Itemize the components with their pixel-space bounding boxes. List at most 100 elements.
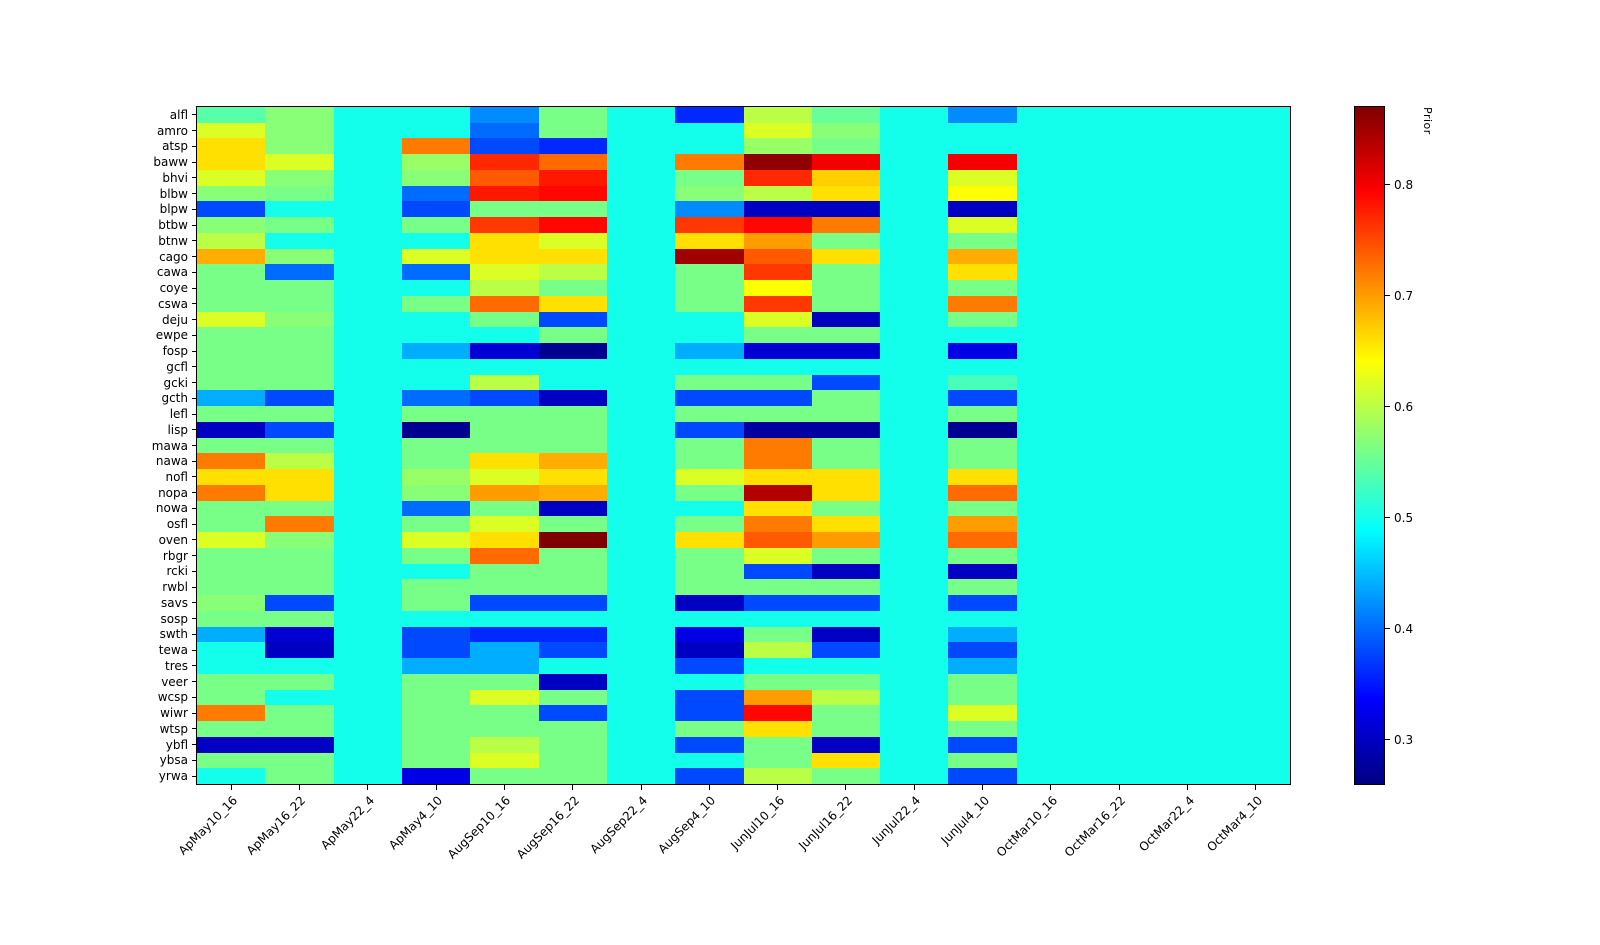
heatmap-cell <box>606 516 676 533</box>
heatmap-cell <box>1221 343 1290 359</box>
colorbar-tick-mark <box>1385 739 1390 741</box>
heatmap-cell <box>675 138 744 155</box>
heatmap-cell <box>538 374 607 391</box>
y-tick-label: bhvi <box>162 170 188 185</box>
heatmap-cell <box>1085 500 1154 517</box>
y-tick-label: lefl <box>169 407 188 421</box>
heatmap-cell <box>1085 201 1154 218</box>
y-tick-mark <box>192 429 197 431</box>
heatmap-cell <box>333 752 402 769</box>
heatmap-cell <box>1016 138 1086 155</box>
y-tick-mark <box>192 492 197 494</box>
heatmap-cell <box>743 610 812 627</box>
heatmap-cell <box>811 532 881 548</box>
heatmap-cell <box>197 295 266 312</box>
colorbar-tick-label: 0.4 <box>1394 621 1414 636</box>
heatmap-cell <box>197 516 266 533</box>
heatmap-cell <box>1153 563 1222 580</box>
heatmap-cell <box>811 311 881 328</box>
heatmap-cell <box>470 295 539 312</box>
heatmap-cell <box>333 185 402 202</box>
x-tick-mark <box>1255 785 1257 790</box>
y-tick-label: wiwr <box>160 706 188 721</box>
heatmap-cell <box>1085 673 1154 690</box>
heatmap-cell <box>1221 547 1290 564</box>
heatmap-cell <box>880 437 949 454</box>
heatmap-cell <box>538 421 607 438</box>
heatmap-cell <box>1016 579 1086 596</box>
heatmap-cell <box>538 295 607 312</box>
heatmap-cell <box>265 311 334 328</box>
heatmap-cell <box>1153 437 1222 454</box>
heatmap-cell <box>401 327 471 344</box>
heatmap-cell <box>948 500 1017 517</box>
y-tick-mark <box>192 712 197 714</box>
heatmap-cell <box>880 169 949 186</box>
heatmap-cell <box>401 390 471 407</box>
heatmap-cell <box>606 532 676 548</box>
heatmap-cell <box>538 232 607 249</box>
heatmap-cell <box>1221 406 1290 422</box>
y-tick-label: rcki <box>166 564 188 579</box>
heatmap-cell <box>197 563 266 580</box>
heatmap-cell <box>265 532 334 548</box>
heatmap-cell <box>948 768 1017 784</box>
heatmap-cell <box>265 658 334 674</box>
heatmap-cell <box>333 358 402 375</box>
heatmap-cell <box>470 390 539 407</box>
x-tick-label: OctMar16_22 <box>1061 793 1129 860</box>
heatmap-cell <box>811 406 881 422</box>
heatmap-cell <box>333 563 402 580</box>
heatmap-cell <box>401 374 471 391</box>
heatmap-cell <box>811 264 881 281</box>
heatmap-cell <box>1221 642 1290 659</box>
heatmap-cell <box>197 469 266 485</box>
x-tick-mark <box>1187 785 1189 790</box>
heatmap-cell <box>470 248 539 265</box>
heatmap-cell <box>606 626 676 643</box>
heatmap-cell <box>675 154 744 170</box>
heatmap-cell <box>811 453 881 470</box>
heatmap-cell <box>401 107 471 123</box>
heatmap-cell <box>1153 768 1222 784</box>
heatmap-cell <box>880 406 949 422</box>
colorbar-tick-label: 0.5 <box>1394 510 1414 525</box>
heatmap-cell <box>811 374 881 391</box>
heatmap-cell <box>333 280 402 296</box>
heatmap-cell <box>880 673 949 690</box>
heatmap-cell <box>401 453 471 470</box>
heatmap-cell <box>401 516 471 533</box>
heatmap-cell <box>1153 752 1222 769</box>
y-tick-label: baww <box>153 155 188 170</box>
heatmap-cell <box>606 595 676 611</box>
heatmap-cell <box>1016 532 1086 548</box>
heatmap-cell <box>675 358 744 375</box>
heatmap-cell <box>606 484 676 501</box>
heatmap-cell <box>538 610 607 627</box>
heatmap-cell <box>1221 138 1290 155</box>
heatmap-cell <box>811 232 881 249</box>
heatmap-cell <box>675 484 744 501</box>
heatmap-cell <box>333 532 402 548</box>
heatmap-cell <box>1153 705 1222 722</box>
heatmap-cell <box>1221 201 1290 218</box>
heatmap-cell <box>1016 311 1086 328</box>
heatmap-cell <box>675 453 744 470</box>
y-tick-mark <box>192 114 197 116</box>
heatmap-cell <box>197 374 266 391</box>
heatmap-cell <box>743 107 812 123</box>
heatmap-cell <box>606 374 676 391</box>
heatmap-cell <box>401 547 471 564</box>
heatmap-cell <box>1016 327 1086 344</box>
heatmap-cell <box>265 217 334 233</box>
heatmap-cell <box>538 154 607 170</box>
heatmap-cell <box>880 658 949 674</box>
heatmap-cell <box>880 358 949 375</box>
heatmap-cell <box>538 469 607 485</box>
heatmap-cell <box>265 610 334 627</box>
heatmap-cell <box>470 437 539 454</box>
y-tick-mark <box>192 130 197 132</box>
heatmap-cell <box>470 185 539 202</box>
heatmap-cell <box>1221 374 1290 391</box>
heatmap-cell <box>675 532 744 548</box>
